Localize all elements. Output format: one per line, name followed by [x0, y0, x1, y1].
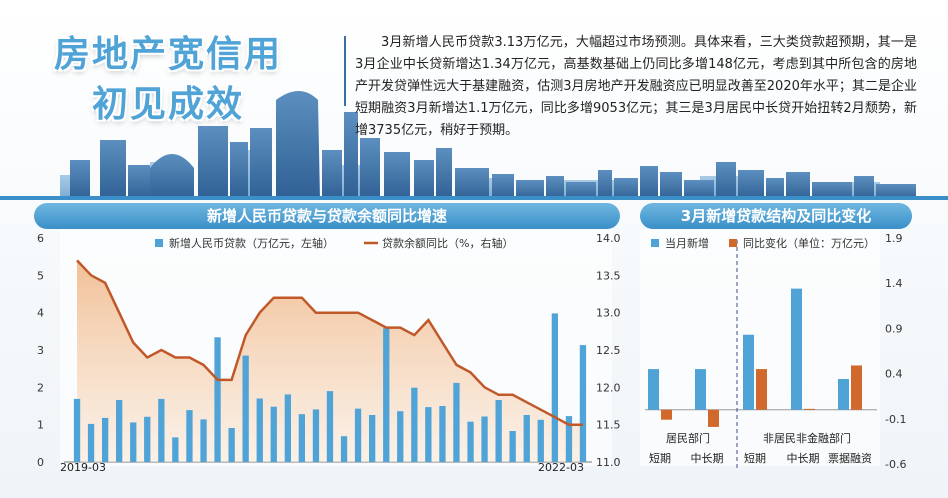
- legend-current-label: 当月新增: [665, 236, 709, 250]
- legend-change-label: 同比变化（单位：万亿元）: [743, 236, 875, 250]
- loan-bar: [87, 423, 95, 462]
- loan-bar: [537, 419, 544, 462]
- loan-bar: [214, 337, 221, 462]
- loan-bar: [354, 408, 362, 462]
- right-y-tick-label: 1.4: [885, 277, 903, 290]
- category-label: 中长期: [787, 452, 820, 465]
- legend-bar-swatch: [155, 239, 163, 247]
- change-bar: [851, 365, 862, 410]
- right-y-tick-label: -0.6: [885, 458, 906, 471]
- loan-bar: [326, 391, 334, 462]
- right-y-tick-label: 0.9: [885, 322, 903, 335]
- loan-bar: [579, 345, 587, 462]
- loan-bar: [495, 400, 502, 462]
- loan-bar: [228, 428, 235, 462]
- loan-bar: [242, 355, 249, 462]
- legend-bar-label: 新增人民币贷款（万亿元，左轴）: [169, 236, 334, 250]
- category-label: 中长期: [691, 452, 724, 465]
- city-skyline-illustration: [0, 91, 948, 200]
- right-y-tick-label: 14.0: [596, 232, 620, 245]
- loan-bar: [467, 421, 474, 462]
- right-chart-title: 3月新增贷款结构及同比变化: [640, 203, 912, 229]
- x-label-end: 2022-03: [538, 461, 584, 474]
- left-y-tick-label: 4: [37, 307, 44, 320]
- current-bar: [648, 369, 659, 410]
- right-y-tick-label: 11.5: [596, 419, 620, 432]
- current-bar: [695, 369, 706, 410]
- category-label: 短期: [649, 451, 671, 465]
- right-y-tick-label: 12.0: [596, 381, 620, 394]
- loan-bar: [102, 417, 109, 462]
- loan-bar: [186, 410, 193, 462]
- right-y-tick-label: 11.0: [596, 456, 620, 469]
- loan-bar: [200, 419, 207, 462]
- left-y-tick-label: 1: [37, 419, 44, 432]
- loan-bar: [439, 406, 446, 462]
- loan-bar: [298, 414, 305, 462]
- loan-bar: [284, 394, 291, 462]
- left-chart-title: 新增人民币贷款与贷款余额同比增速: [34, 203, 620, 229]
- legend-line-label: 贷款余额同比（%，右轴）: [382, 236, 513, 250]
- left-y-tick-label: 2: [37, 381, 44, 394]
- left-y-tick-label: 5: [37, 269, 44, 282]
- category-label: 短期: [744, 451, 766, 465]
- headline: 房地产宽信用 初见成效: [48, 30, 288, 130]
- right-y-tick-label: 13.0: [596, 307, 620, 320]
- current-bar: [743, 334, 754, 410]
- left-chart: 0 1 2 3 4 5 6 11.0 11.5 12.0 12.5 13.0 13.5 14.0 新增人民…: [37, 230, 621, 474]
- category-label: 票据融资: [828, 451, 872, 465]
- loan-bar: [73, 398, 81, 462]
- loan-growth-line: [76, 259, 583, 426]
- loan-bar: [158, 398, 165, 462]
- x-label-start: 2019-03: [60, 461, 106, 474]
- right-y-tick-label: 13.5: [596, 269, 620, 282]
- left-y-tick-label: 3: [37, 344, 44, 357]
- loan-bar: [340, 436, 348, 462]
- left-y-tick-label: 0: [37, 456, 44, 469]
- change-bar: [756, 369, 767, 410]
- legend-change-swatch: [729, 239, 737, 247]
- loan-bar: [116, 400, 123, 462]
- loan-bar: [312, 409, 320, 462]
- loan-bar: [509, 431, 516, 462]
- change-bar: [661, 409, 672, 420]
- loan-bar: [523, 415, 530, 462]
- right-y-tick-label: 12.5: [596, 344, 620, 357]
- headline-line-2: 初见成效: [91, 84, 244, 125]
- group-label-household: 居民部门: [666, 431, 710, 445]
- intro-paragraph: 3月新增人民币贷款3.13万亿元，大幅超过市场预测。具体来看，三大类贷款超预期，…: [355, 35, 917, 138]
- right-chart: -0.6 -0.1 0.4 0.9 1.4 1.9 当月新增 同比变化（单位：万亿元） 居…: [640, 230, 906, 471]
- change-bar: [804, 408, 815, 410]
- loan-bar: [453, 382, 460, 462]
- loan-bar: [411, 387, 418, 462]
- headline-line-1: 房地产宽信用: [53, 34, 282, 75]
- loan-bar: [270, 406, 277, 462]
- current-bar: [791, 288, 802, 410]
- loan-bar: [397, 411, 404, 462]
- loan-bar: [383, 328, 390, 462]
- loan-bar: [369, 415, 376, 462]
- right-y-tick-label: -0.1: [885, 413, 906, 426]
- right-y-tick-label: 1.9: [885, 232, 903, 245]
- left-chart-panel: 0 1 2 3 4 5 6 11.0 11.5 12.0 12.5 13.0 13.5 14.0 新增人民…: [30, 230, 621, 498]
- loan-bar: [256, 398, 263, 462]
- change-bar: [708, 409, 719, 427]
- intro-divider: [344, 36, 346, 106]
- right-y-tick-label: 0.4: [885, 368, 903, 381]
- group-label-nonfinancial: 非居民非金融部门: [763, 431, 851, 445]
- loan-bar: [172, 437, 179, 462]
- loan-bar: [425, 407, 432, 462]
- loan-bar: [551, 313, 558, 462]
- right-chart-panel: -0.6 -0.1 0.4 0.9 1.4 1.9 当月新增 同比变化（单位：万亿元） 居…: [635, 230, 948, 498]
- current-bar: [838, 379, 849, 410]
- legend-current-swatch: [651, 239, 659, 247]
- loan-bar: [481, 416, 488, 462]
- loan-bar: [565, 416, 573, 462]
- loan-bar: [144, 416, 151, 462]
- loan-bar: [130, 422, 137, 462]
- left-y-tick-label: 6: [37, 232, 44, 245]
